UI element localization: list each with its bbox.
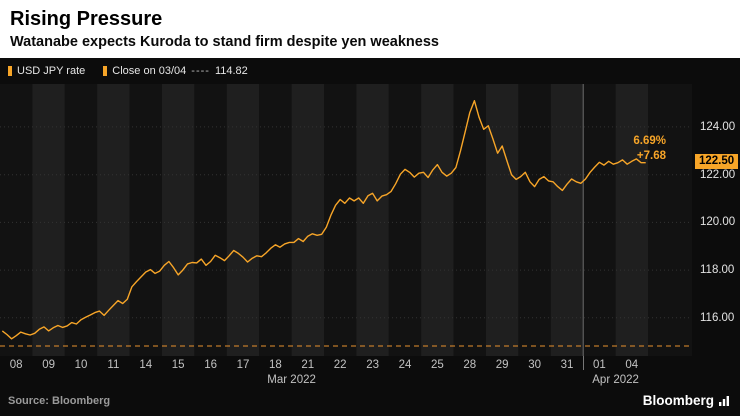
chart-panel: USD JPY rate Close on 03/04 ---- 114.82 … xyxy=(0,58,740,416)
x-tick-24: 24 xyxy=(398,359,412,371)
x-tick-23: 23 xyxy=(366,359,379,371)
day-band-15 xyxy=(162,84,195,356)
legend-item-usdjpy: USD JPY rate xyxy=(8,65,85,77)
month-label: Apr 2022 xyxy=(592,374,639,386)
x-tick-31: 31 xyxy=(560,359,574,371)
x-tick-18: 18 xyxy=(268,359,282,371)
day-band-24 xyxy=(388,84,422,356)
usd-jpy-rate-line xyxy=(1,100,646,340)
y-axis-label-116.00: 116.00 xyxy=(700,311,735,324)
y-axis-label-118.00: 118.00 xyxy=(700,264,735,277)
bloomberg-logo: Bloomberg xyxy=(643,393,730,408)
day-band-17 xyxy=(226,84,260,356)
legend-reference-value: 114.82 xyxy=(214,65,248,77)
chart-footer: Source: Bloomberg Bloomberg xyxy=(0,390,740,408)
absolute-change-label: +7.68 xyxy=(636,149,666,162)
chart-subtitle: Watanabe expects Kuroda to stand firm de… xyxy=(10,34,439,50)
chart-legend: USD JPY rate Close on 03/04 ---- 114.82 xyxy=(0,58,740,84)
month-label: Mar 2022 xyxy=(267,374,316,386)
x-tick-25: 25 xyxy=(430,359,444,371)
y-axis-label-122.00: 122.00 xyxy=(700,168,736,181)
x-tick-21: 21 xyxy=(301,359,315,371)
chart-header: Rising Pressure Watanabe expects Kuroda … xyxy=(0,0,740,58)
x-tick-04: 04 xyxy=(625,359,639,371)
price-chart xyxy=(0,84,692,356)
day-band-18 xyxy=(259,84,292,356)
x-tick-28: 28 xyxy=(463,359,477,371)
day-band-29 xyxy=(486,84,519,356)
y-axis-label-124.00: 124.00 xyxy=(700,120,736,133)
x-tick-11: 11 xyxy=(107,359,120,371)
legend-item-reference: Close on 03/04 ---- 114.82 xyxy=(103,65,248,77)
x-tick-16: 16 xyxy=(204,359,217,371)
day-band-16 xyxy=(194,84,227,356)
day-band-08 xyxy=(0,84,33,356)
day-band-30 xyxy=(518,84,551,356)
day-band-31 xyxy=(550,84,584,356)
x-tick-01: 01 xyxy=(592,359,606,371)
day-band-23 xyxy=(356,84,389,356)
day-band-01 xyxy=(583,84,616,356)
series-swatch-icon xyxy=(8,66,12,76)
x-tick-10: 10 xyxy=(74,359,88,371)
x-tick-08: 08 xyxy=(9,359,23,371)
y-axis-label-120.00: 120.00 xyxy=(700,216,736,229)
last-price-badge: 122.50 xyxy=(695,153,739,169)
legend-reference-label: Close on 03/04 xyxy=(112,65,187,77)
day-band-14 xyxy=(129,84,162,356)
source-label: Source: Bloomberg xyxy=(8,394,111,407)
day-band-25 xyxy=(421,84,454,356)
x-axis: 08 09 10 11 14 15 16 17 18 21 22 23 24 25 28 29 30 31 01 04… xyxy=(0,356,692,390)
day-band-09 xyxy=(32,84,65,356)
percent-change-label: 6.69% xyxy=(633,134,666,147)
day-band-04 xyxy=(615,84,648,356)
x-tick-15: 15 xyxy=(171,359,185,371)
reference-swatch-icon xyxy=(103,66,108,76)
x-tick-09: 09 xyxy=(42,359,55,371)
day-band-10 xyxy=(64,84,98,356)
x-tick-29: 29 xyxy=(495,359,509,371)
x-tick-17: 17 xyxy=(236,359,250,371)
month-separator xyxy=(583,356,585,370)
day-band-28 xyxy=(453,84,486,356)
x-tick-14: 14 xyxy=(139,359,153,371)
x-tick-30: 30 xyxy=(528,359,541,371)
reference-dash-sample: ---- xyxy=(191,65,210,77)
bloomberg-mark-icon xyxy=(719,395,729,406)
day-band-11 xyxy=(97,84,130,356)
legend-series-label: USD JPY rate xyxy=(17,65,86,77)
chart-area: 6.69% +7.68 122.50 116.00 118.00 120.00 122… xyxy=(0,84,740,356)
day-band-21 xyxy=(291,84,324,356)
chart-title: Rising Pressure xyxy=(10,8,163,30)
bloomberg-wordmark: Bloomberg xyxy=(642,393,714,408)
x-tick-22: 22 xyxy=(333,359,347,371)
